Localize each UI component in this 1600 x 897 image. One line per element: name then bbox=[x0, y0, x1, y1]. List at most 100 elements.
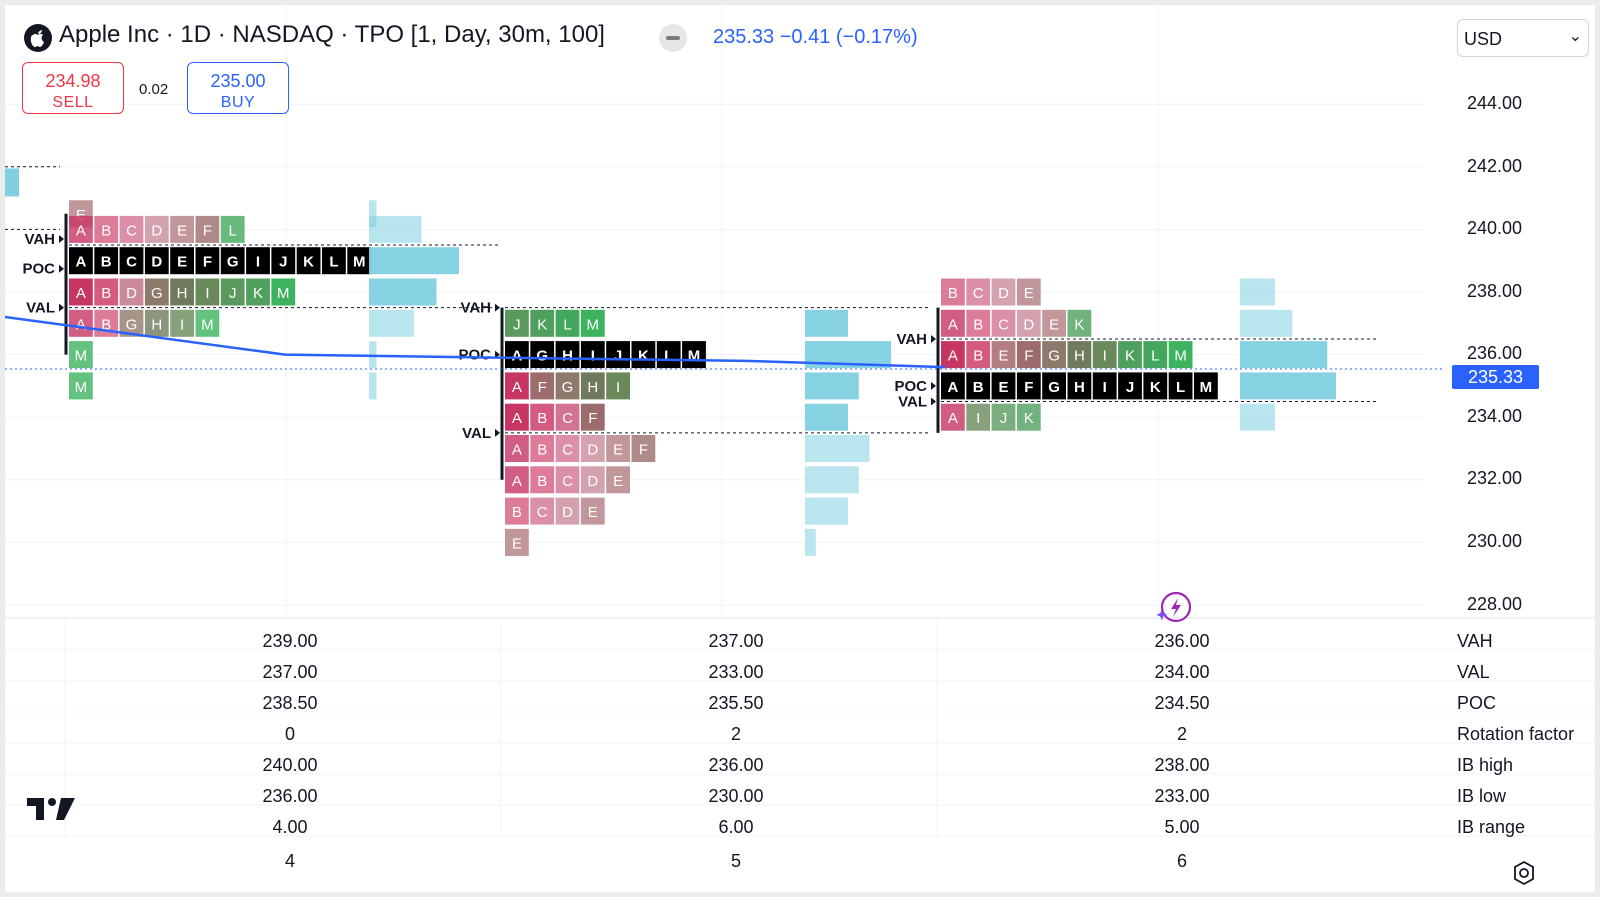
tpo-letter: K bbox=[638, 348, 649, 365]
tpo-letter: L bbox=[229, 222, 237, 239]
tpo-cell bbox=[1092, 372, 1117, 400]
lightning-icon[interactable] bbox=[1156, 590, 1193, 626]
tpo-cell bbox=[271, 247, 296, 275]
tpo-cell bbox=[991, 341, 1016, 369]
tpo-letter: K bbox=[1150, 379, 1161, 396]
tpo-letter: D bbox=[126, 285, 137, 302]
tpo-letter: L bbox=[329, 254, 338, 271]
marker-arrow bbox=[931, 397, 936, 406]
tpo-cell bbox=[119, 309, 144, 337]
price-tick: 240.00 bbox=[1467, 218, 1523, 238]
tpo-cell bbox=[144, 278, 169, 306]
tpo-letter: D bbox=[151, 254, 162, 271]
marker-arrow bbox=[931, 334, 936, 343]
tpo-cell bbox=[1016, 278, 1041, 306]
table-cell: 6.00 bbox=[718, 817, 754, 837]
table-cell: 233.00 bbox=[708, 662, 764, 682]
tpo-letter: M bbox=[1200, 379, 1213, 396]
tpo-letter: E bbox=[1049, 316, 1059, 333]
table-cell: 236.00 bbox=[1154, 631, 1210, 651]
sell-label: SELL bbox=[52, 94, 94, 111]
tpo-letter: D bbox=[151, 222, 162, 239]
price-tick: 242.00 bbox=[1467, 156, 1523, 176]
row-label-ib-low: IB low bbox=[1457, 786, 1507, 806]
tpo-cell bbox=[606, 341, 630, 369]
tpo-letter: G bbox=[151, 285, 163, 302]
row-label-vah: VAH bbox=[1457, 631, 1493, 651]
tpo-letter: A bbox=[512, 473, 522, 490]
tpo-cell bbox=[1118, 341, 1142, 369]
tpo-cell bbox=[966, 372, 991, 400]
tpo-letter: L bbox=[563, 316, 571, 333]
tpo-cell bbox=[966, 341, 991, 369]
price-tick: 234.00 bbox=[1467, 406, 1523, 426]
tpo-cell bbox=[555, 372, 580, 400]
settings-gear-icon[interactable] bbox=[1511, 860, 1537, 886]
tpo-marker-label: POC bbox=[22, 261, 55, 278]
tpo-cell bbox=[1016, 403, 1041, 431]
last-price-change: 235.33 −0.41 (−0.17%) bbox=[713, 26, 918, 48]
tpo-cell bbox=[505, 435, 529, 462]
tpo-cell bbox=[966, 309, 991, 337]
tradingview-logo-icon[interactable] bbox=[27, 796, 75, 822]
profile-bar bbox=[369, 215, 422, 243]
tpo-cell bbox=[530, 497, 555, 525]
tpo-letter: F bbox=[588, 410, 597, 427]
buy-button[interactable]: 235.00 BUY bbox=[187, 62, 289, 114]
tpo-cell bbox=[170, 215, 194, 243]
tpo-cell bbox=[220, 215, 245, 243]
profile-bar bbox=[1240, 341, 1328, 369]
tpo-cell bbox=[530, 466, 555, 494]
symbol-title[interactable]: Apple Inc · 1D · NASDAQ · TPO [1, Day, 3… bbox=[59, 21, 605, 48]
profile-bar bbox=[805, 435, 870, 462]
tpo-cell bbox=[530, 309, 555, 337]
sell-button[interactable]: 234.98 SELL bbox=[22, 62, 124, 114]
tpo-cell bbox=[966, 403, 991, 431]
tpo-letter: M bbox=[201, 316, 214, 333]
tpo-cell bbox=[1168, 341, 1193, 369]
price-tick: 232.00 bbox=[1467, 468, 1523, 488]
profile-bar bbox=[1240, 372, 1336, 400]
tpo-cell bbox=[530, 341, 555, 369]
tpo-letter: I bbox=[205, 285, 209, 302]
table-cell: 233.00 bbox=[1154, 786, 1210, 806]
tpo-chart[interactable]: EA B C D E F LA B C D E F G I J K L MA B D G H I J K MA B G H I MMMVAH… bbox=[5, 5, 1595, 892]
tpo-cell bbox=[941, 341, 965, 369]
table-cell: 239.00 bbox=[262, 631, 318, 651]
tpo-cell bbox=[606, 466, 630, 494]
tpo-letter: C bbox=[537, 504, 548, 521]
tpo-letter: F bbox=[203, 222, 212, 239]
tpo-letter: H bbox=[587, 379, 598, 396]
tpo-cell bbox=[1143, 372, 1168, 400]
tpo-cell bbox=[1042, 372, 1066, 400]
table-cell: 238.50 bbox=[262, 693, 318, 713]
table-cell: 230.00 bbox=[708, 786, 764, 806]
tpo-letter: M bbox=[75, 348, 88, 365]
row-label-ib-range: IB range bbox=[1457, 817, 1526, 837]
tpo-letter: G bbox=[1048, 379, 1060, 396]
table-cell: 235.50 bbox=[708, 693, 764, 713]
tpo-letter: B bbox=[973, 316, 983, 333]
tpo-marker-label: VAL bbox=[462, 425, 491, 442]
tpo-letter: M bbox=[353, 254, 366, 271]
tpo-letter: K bbox=[253, 285, 263, 302]
collapse-toggle-button[interactable] bbox=[659, 24, 687, 52]
tpo-letter: G bbox=[536, 348, 548, 365]
tpo-cell bbox=[941, 278, 965, 306]
currency-select[interactable]: USD ⌄ bbox=[1457, 19, 1589, 57]
tpo-marker-label: VAL bbox=[898, 394, 927, 411]
tpo-cell bbox=[1067, 309, 1092, 337]
tpo-letter: I bbox=[256, 254, 260, 271]
tpo-letter: G bbox=[227, 254, 239, 271]
row-label-rotation-factor: Rotation factor bbox=[1457, 724, 1575, 744]
marker-arrow bbox=[495, 428, 500, 437]
tpo-letter: F bbox=[538, 379, 547, 396]
tpo-cell bbox=[195, 247, 220, 275]
tpo-cell bbox=[1092, 341, 1117, 369]
tpo-letter: I bbox=[1103, 348, 1107, 365]
tpo-cell bbox=[555, 466, 580, 494]
tpo-cell bbox=[555, 341, 580, 369]
tpo-letter: L bbox=[664, 348, 673, 365]
tpo-cell bbox=[991, 278, 1016, 306]
tpo-cell bbox=[606, 435, 630, 462]
